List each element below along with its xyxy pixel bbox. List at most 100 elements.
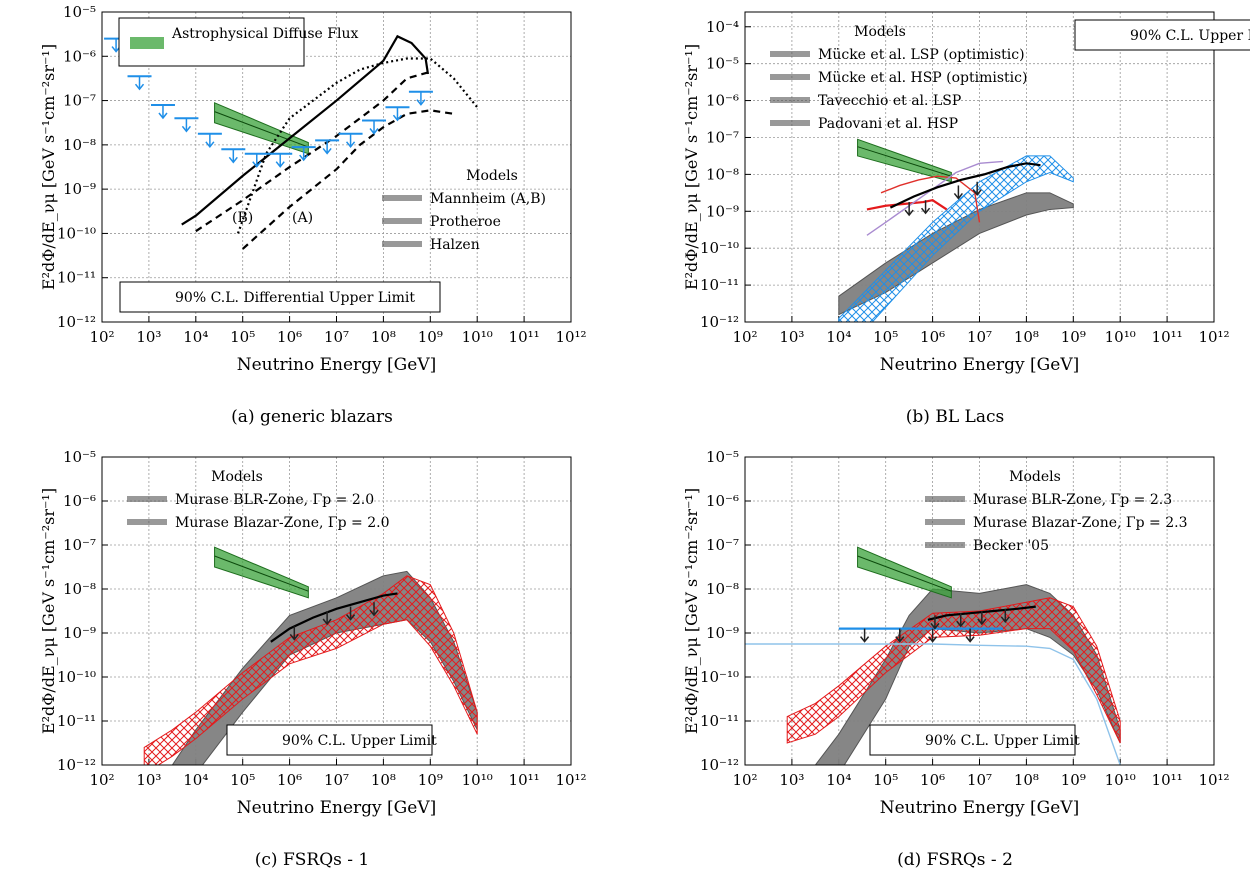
x-tick-label: 10⁴ (183, 771, 208, 789)
legend-entry: Becker '05 (973, 538, 1049, 554)
upper-limit-marker (244, 152, 269, 168)
legend-entry: Murase BLR-Zone, Γp = 2.3 (973, 492, 1172, 508)
upper-limit-marker (197, 132, 222, 148)
x-tick-label: 10¹¹ (509, 771, 540, 789)
x-tick-label: 10⁵ (230, 771, 255, 789)
ul-arrow (134, 83, 145, 91)
ul-arrow (930, 622, 940, 630)
x-tick-label: 10⁶ (920, 328, 945, 346)
legend-title: Models (211, 469, 263, 485)
flux-legend-label: Astrophysical Diffuse Flux (171, 26, 359, 42)
upper-limit-marker (127, 75, 152, 91)
series-line (195, 70, 431, 233)
upper-limit-marker (956, 613, 966, 628)
y-tick-label: 10⁻⁷ (63, 92, 96, 110)
x-axis-label: Neutrino Energy [GeV] (237, 798, 436, 818)
x-tick-label: 10⁹ (418, 771, 443, 789)
diffuse-flux-line (214, 111, 309, 148)
x-tick-label: 10² (732, 328, 757, 346)
x-tick-label: 10⁹ (418, 328, 443, 346)
caption: (c) FSRQs - 1 (255, 850, 369, 870)
ul-arrow (252, 161, 262, 168)
ul-arrow (972, 189, 982, 196)
chart-panel-2: 10² 10³ 10⁴ 10⁵ 10⁶ 10⁷ 10⁸ 10⁹ 10¹⁰ 10¹¹ 10¹² 10⁻¹… (682, 11, 1250, 427)
annotation: (A) (292, 210, 313, 226)
y-tick-label: 10⁻⁶ (63, 47, 96, 65)
upper-limit-marker (174, 117, 199, 133)
y-axis-label: E²dΦ/dE_νμ [GeV s⁻¹cm⁻²sr⁻¹] (39, 44, 58, 290)
x-tick-label: 10⁴ (826, 328, 851, 346)
upper-limit-marker (291, 146, 316, 162)
ul-arrow (228, 156, 238, 164)
y-tick-label: 10⁻¹⁰ (57, 668, 96, 686)
plot-area (104, 34, 479, 250)
y-tick-label: 10⁻¹² (700, 756, 739, 774)
legend-entry: Mücke et al. HSP (optimistic) (818, 70, 1027, 86)
x-tick-label: 10⁵ (873, 328, 898, 346)
upper-limit-marker (362, 119, 387, 135)
y-tick-label: 10⁻⁹ (706, 202, 739, 220)
x-axis-label: Neutrino Energy [GeV] (880, 355, 1079, 375)
x-tick-label: 10⁸ (1014, 771, 1039, 789)
y-axis-label: E²dΦ/dE_νμ [GeV s⁻¹cm⁻²sr⁻¹] (682, 488, 701, 734)
x-tick-label: 10⁸ (1014, 328, 1039, 346)
y-tick-label: 10⁻⁴ (706, 18, 739, 36)
ul-arrow (345, 614, 356, 621)
x-tick-label: 10⁶ (277, 328, 302, 346)
y-tick-label: 10⁻⁷ (706, 536, 739, 554)
upper-limit-marker (221, 148, 246, 164)
x-tick-label: 10³ (136, 771, 161, 789)
upper-limit-marker (315, 139, 340, 155)
ul-legend-label: 90% C.L. Upper Limit (1130, 28, 1250, 44)
plot-area (745, 546, 1121, 765)
x-tick-label: 10¹¹ (1152, 328, 1183, 346)
upper-limit-marker (977, 611, 987, 626)
ul-legend-box (1074, 19, 1250, 51)
diffuse-flux-band (857, 138, 952, 183)
ul-arrow (977, 618, 987, 626)
x-tick-label: 10⁷ (324, 328, 349, 346)
y-tick-label: 10⁻⁵ (63, 448, 96, 466)
upper-limit-marker (150, 104, 175, 120)
legend-entry: Tavecchio et al. LSP (818, 93, 961, 109)
legend-title: Models (854, 24, 906, 40)
y-tick-label: 10⁻¹² (700, 313, 739, 331)
plot-frame (744, 11, 1215, 323)
caption: (b) BL Lacs (906, 407, 1004, 427)
legend-entry: Mücke et al. LSP (optimistic) (818, 47, 1025, 63)
diffuse-flux-band (214, 546, 309, 599)
legend-entry: Murase Blazar-Zone, Γp = 2.3 (973, 515, 1188, 531)
series-line (270, 592, 398, 643)
chart-panel-4: 10² 10³ 10⁴ 10⁵ 10⁶ 10⁷ 10⁸ 10⁹ 10¹⁰ 10¹¹ 10¹² 10⁻¹… (682, 448, 1230, 870)
upper-limit-marker (895, 628, 905, 643)
x-tick-label: 10⁴ (826, 771, 851, 789)
y-tick-label: 10⁻⁵ (706, 448, 739, 466)
upper-limit-marker (338, 132, 363, 148)
x-tick-label: 10⁶ (277, 771, 302, 789)
ul-arrow (369, 609, 379, 617)
legend-entry: Halzen (430, 237, 480, 253)
ul-arrow (322, 147, 332, 155)
y-tick-label: 10⁻⁹ (63, 624, 96, 642)
diffuse-flux-line (857, 555, 952, 592)
annotation: (B) (232, 210, 253, 226)
y-tick-label: 10⁻⁹ (63, 180, 96, 198)
ul-legend-label: 90% C.L. Upper Limit (925, 733, 1080, 749)
y-tick-label: 10⁻¹¹ (57, 269, 96, 287)
legend-entry: Protheroe (430, 214, 501, 230)
upper-limit-marker (322, 611, 332, 626)
upper-limit-marker (928, 628, 938, 643)
y-tick-label: 10⁻¹² (57, 313, 96, 331)
x-tick-label: 10⁹ (1061, 771, 1086, 789)
ul-arrow (289, 633, 299, 641)
y-axis-label: E²dΦ/dE_νμ [GeV s⁻¹cm⁻²sr⁻¹] (39, 488, 58, 734)
plot-area (143, 546, 478, 765)
upper-limit-marker (972, 181, 982, 196)
ul-arrow (965, 636, 975, 643)
ul-arrow (322, 618, 332, 626)
x-axis-label: Neutrino Energy [GeV] (880, 798, 1079, 818)
legend-title: Models (466, 168, 518, 184)
caption: (d) FSRQs - 2 (897, 850, 1013, 870)
upper-limit-marker (860, 628, 870, 643)
x-tick-label: 10¹⁰ (462, 328, 493, 346)
